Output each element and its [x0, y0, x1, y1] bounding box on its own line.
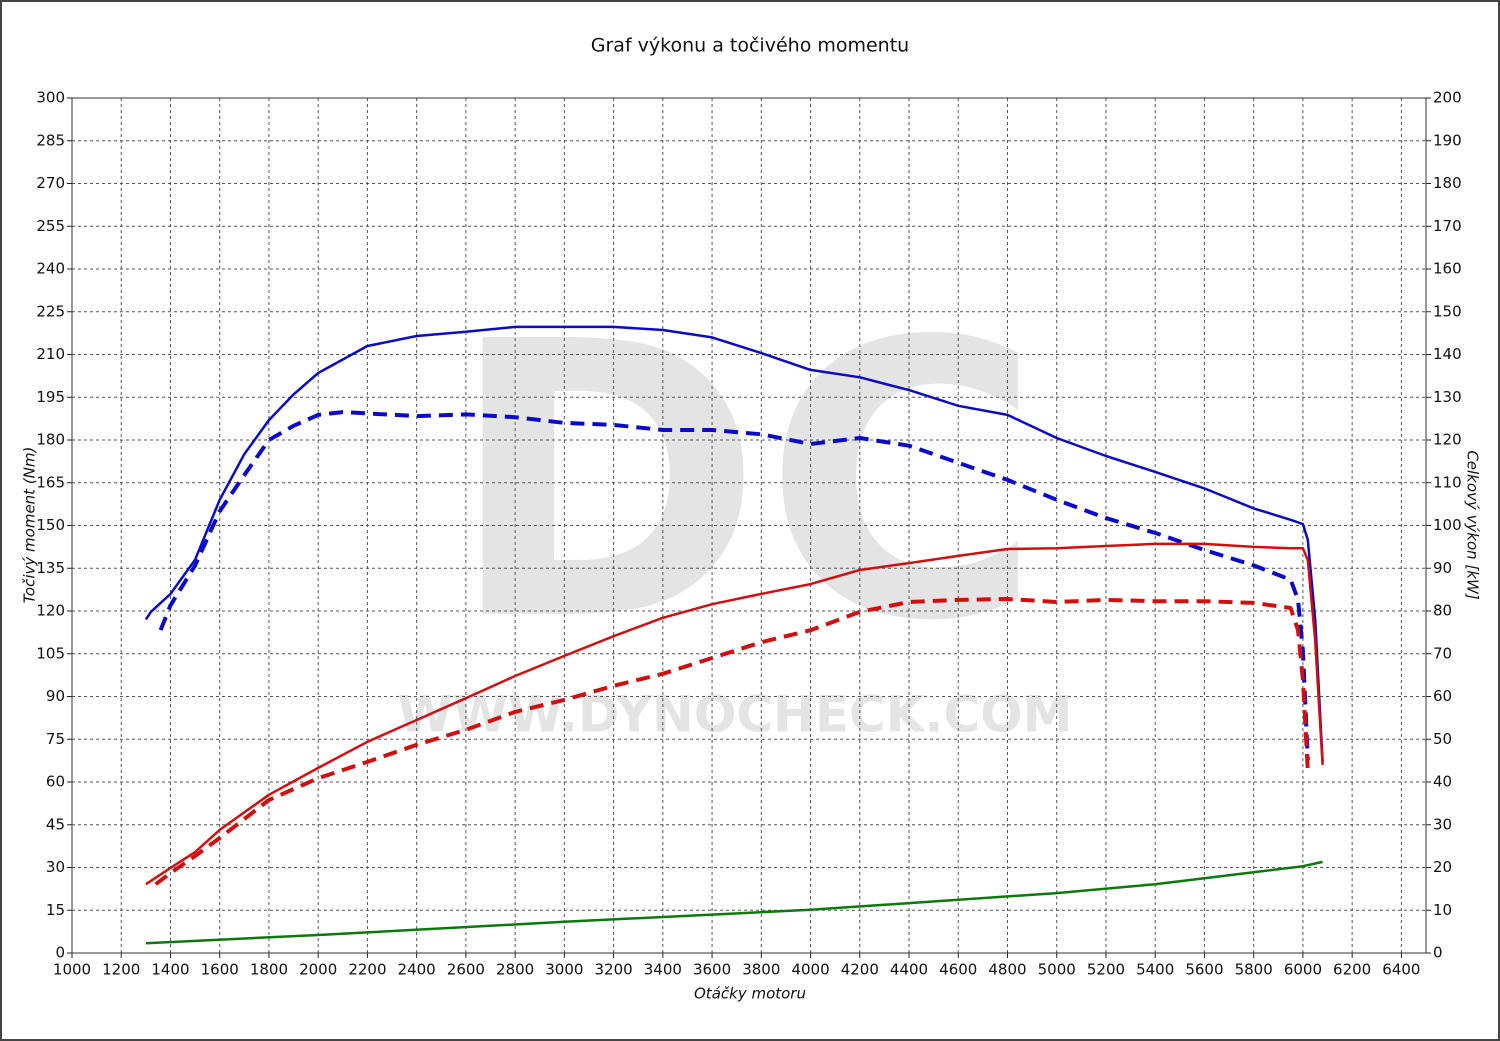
x-tick-label: 2600	[447, 961, 485, 979]
x-tick-label: 4200	[841, 961, 879, 979]
y2-tick-label: 110	[1433, 473, 1462, 491]
x-tick-label: 5200	[1087, 961, 1125, 979]
y2-tick-label: 60	[1433, 687, 1452, 705]
x-tick-label: 1000	[53, 961, 91, 979]
y-tick-label: 210	[36, 345, 65, 363]
y2-tick-label: 0	[1433, 944, 1443, 962]
y2-tick-label: 10	[1433, 901, 1452, 919]
y2-tick-label: 190	[1433, 131, 1462, 149]
y-tick-label: 270	[36, 174, 65, 192]
y-tick-label: 240	[36, 260, 65, 278]
y-tick-label: 195	[36, 388, 65, 406]
y-tick-label: 45	[46, 815, 65, 833]
y2-tick-label: 80	[1433, 602, 1452, 620]
y2-tick-label: 90	[1433, 559, 1452, 577]
y-tick-label: 165	[36, 473, 65, 491]
y-tick-label: 75	[46, 730, 65, 748]
y2-tick-label: 50	[1433, 730, 1452, 748]
y2-tick-label: 160	[1433, 260, 1462, 278]
x-tick-label: 1800	[250, 961, 288, 979]
x-tick-label: 3600	[693, 961, 731, 979]
y2-axis-title: Celkový výkon [kW]	[1464, 450, 1482, 600]
x-tick-label: 2800	[496, 961, 534, 979]
x-tick-label: 1600	[201, 961, 239, 979]
x-tick-label: 6400	[1382, 961, 1420, 979]
y-tick-label: 135	[36, 559, 65, 577]
x-tick-label: 1200	[102, 961, 140, 979]
x-tick-label: 5400	[1136, 961, 1174, 979]
x-tick-label: 5600	[1185, 961, 1223, 979]
x-tick-label: 5000	[1038, 961, 1076, 979]
y2-tick-label: 170	[1433, 217, 1462, 235]
chart-title: Graf výkonu a točivého momentu	[591, 35, 909, 57]
x-tick-label: 4800	[988, 961, 1026, 979]
x-tick-label: 2200	[348, 961, 386, 979]
series-line	[145, 860, 1323, 945]
y2-tick-label: 40	[1433, 773, 1452, 791]
y-axis-title: Točivý moment (Nm)	[21, 447, 39, 604]
series-line	[158, 410, 1310, 761]
y2-tick-label: 70	[1433, 644, 1452, 662]
y-tick-label: 120	[36, 602, 65, 620]
series-line	[145, 542, 1324, 886]
y-tick-label: 30	[46, 858, 65, 876]
x-tick-label: 4600	[939, 961, 977, 979]
series-line	[144, 325, 1324, 763]
watermark: DC WWW.DYNOCHECK.COM	[398, 261, 1073, 744]
y2-tick-label: 130	[1433, 388, 1462, 406]
y2-tick-label: 120	[1433, 431, 1462, 449]
x-tick-label: 2400	[398, 961, 436, 979]
x-tick-label: 3800	[742, 961, 780, 979]
y-tick-label: 300	[36, 89, 65, 107]
x-tick-label: 3400	[644, 961, 682, 979]
y-tick-label: 105	[36, 644, 65, 662]
x-tick-label: 2000	[299, 961, 337, 979]
y-tick-label: 285	[36, 131, 65, 149]
y2-tick-label: 20	[1433, 858, 1452, 876]
x-tick-label: 1400	[151, 961, 189, 979]
y2-tick-label: 150	[1433, 302, 1462, 320]
y2-tick-label: 30	[1433, 815, 1452, 833]
y-tick-label: 90	[46, 687, 65, 705]
plot-border	[71, 97, 1427, 954]
x-tick-label: 6200	[1333, 961, 1371, 979]
y-tick-label: 180	[36, 431, 65, 449]
y-tick-label: 255	[36, 217, 65, 235]
watermark-url: WWW.DYNOCHECK.COM	[398, 686, 1073, 744]
x-tick-label: 4000	[791, 961, 829, 979]
y2-tick-label: 100	[1433, 516, 1462, 534]
y-tick-label: 0	[55, 944, 65, 962]
y-tick-label: 225	[36, 302, 65, 320]
y-tick-label: 150	[36, 516, 65, 534]
x-axis-title: Otáčky motoru	[694, 985, 806, 1003]
series-line	[154, 597, 1310, 886]
y2-tick-label: 140	[1433, 345, 1462, 363]
x-tick-label: 3000	[545, 961, 583, 979]
y2-tick-label: 180	[1433, 174, 1462, 192]
x-tick-label: 4400	[890, 961, 928, 979]
y-tick-label: 60	[46, 773, 65, 791]
x-tick-label: 5800	[1235, 961, 1273, 979]
y-tick-label: 15	[46, 901, 65, 919]
x-tick-label: 6000	[1284, 961, 1322, 979]
y2-tick-label: 200	[1433, 89, 1462, 107]
x-tick-label: 3200	[595, 961, 633, 979]
